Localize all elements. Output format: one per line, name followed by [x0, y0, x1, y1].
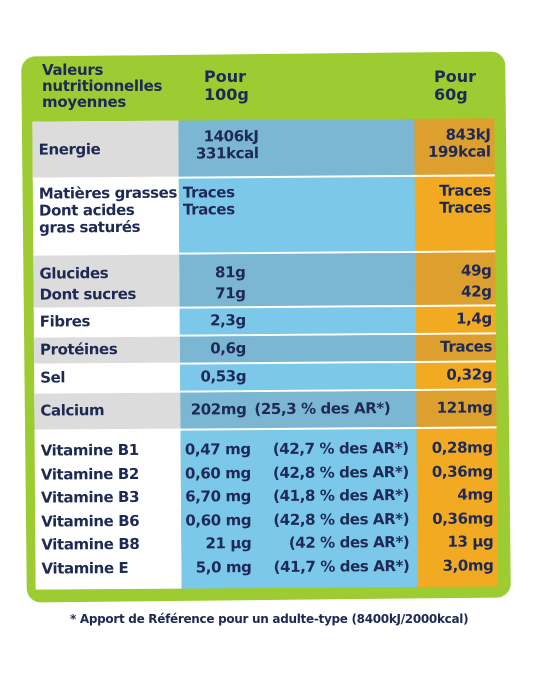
value-per-60g: Traces Traces	[439, 181, 492, 217]
table-row-proteines: Protéines 0,6g Traces	[33, 334, 497, 364]
value-per-100g: 0,6g	[210, 339, 247, 358]
row-label: Glucides Dont sucres	[39, 264, 137, 304]
table-row-glucides: Glucides Dont sucres 81g 71g 49g 42g	[33, 252, 496, 308]
footnote: * Apport de Référence pour un adulte-typ…	[70, 612, 469, 626]
row-label: Sel	[40, 368, 66, 387]
header-label-column: Valeurs nutritionnelles moyennes	[42, 61, 163, 111]
value-per-60g: 49g 42g	[460, 261, 492, 301]
value-per-60g: 1,4g	[455, 309, 492, 328]
table-header: Valeurs nutritionnelles moyennes Pour 10…	[24, 60, 508, 120]
value-per-100g: 2,3g	[209, 311, 246, 330]
table-row-sel: Sel 0,53g 0,32g	[34, 362, 496, 391]
row-label: Calcium	[40, 401, 105, 420]
nutrition-table: Energie 1406kJ 331kcal 843kJ 199kcal Mat…	[32, 118, 498, 590]
header-per-100g: Pour 100g	[204, 67, 249, 104]
value-per-60g: 0,28mg 0,36mg 4mg 0,36mg 13 µg 3,0mg	[431, 438, 494, 575]
value-per-60g: 843kJ 199kcal	[427, 125, 491, 161]
value-per-100g: 0,47 mg 0,60 mg 6,70 mg 0,60 mg 21 µg 5,…	[184, 440, 252, 576]
value-per-100g: 0,53g	[200, 367, 247, 386]
value-per-100g: Traces Traces	[182, 183, 235, 219]
row-label: Energie	[38, 140, 101, 159]
row-label: Matières grasses Dont acides gras saturé…	[38, 183, 178, 237]
row-label: Vitamine B1 Vitamine B2 Vitamine B3 Vita…	[40, 440, 140, 578]
value-per-60g: Traces	[440, 337, 493, 356]
table-row-calcium: Calcium 202mg (25,3 % des AR*) 121mg	[34, 390, 497, 430]
row-label: Protéines	[39, 340, 118, 359]
table-row-energie: Energie 1406kJ 331kcal 843kJ 199kcal	[32, 118, 495, 178]
header-per-60g: Pour 60g	[434, 67, 476, 104]
row-label: Fibres	[39, 312, 91, 331]
reference-intake-percent: (25,3 % des AR*)	[254, 399, 391, 419]
value-per-100g: 202mg	[190, 400, 247, 419]
value-per-100g: 81g 71g	[214, 263, 246, 303]
table-row-fibres: Fibres 2,3g 1,4g	[34, 306, 496, 335]
value-per-100g: 1406kJ 331kcal	[195, 127, 259, 163]
value-per-60g: 0,32g	[446, 365, 493, 384]
table-row-vitamines: Vitamine B1 Vitamine B2 Vitamine B3 Vita…	[35, 428, 498, 589]
table-row-matieres-grasses: Matières grasses Dont acides gras saturé…	[33, 176, 496, 253]
reference-intake-percent: (42,7 % des AR*) (42,8 % des AR*) (41,8 …	[272, 438, 410, 576]
value-per-60g: 121mg	[436, 398, 493, 417]
